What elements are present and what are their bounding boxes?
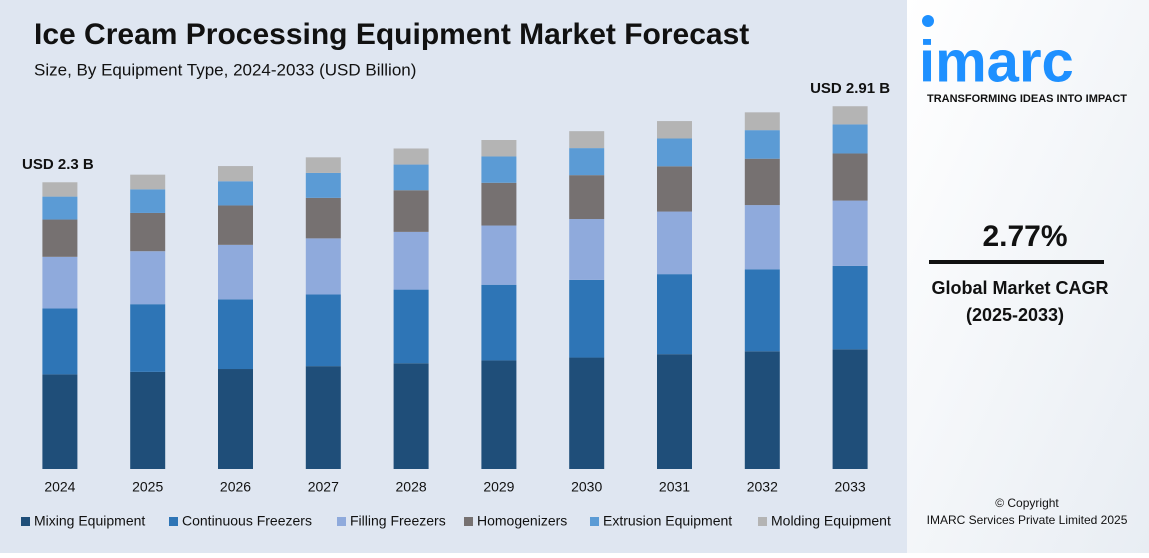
legend-swatch: [337, 517, 346, 526]
side-panel: [907, 0, 1149, 553]
cagr-period: (2025-2033): [966, 305, 1064, 325]
bar-segment: [569, 279, 605, 358]
chart-title: Ice Cream Processing Equipment Market Fo…: [34, 18, 749, 51]
bar-segment: [657, 121, 692, 139]
bar-segment: [744, 112, 780, 131]
legend-label: Extrusion Equipment: [603, 513, 732, 529]
x-tick-label: 2025: [132, 479, 163, 495]
logo-dot: [922, 15, 934, 27]
legend-swatch: [21, 517, 30, 526]
legend-label: Continuous Freezers: [182, 513, 312, 529]
x-tick-label: 2030: [571, 479, 602, 495]
bar-segment: [305, 172, 341, 198]
x-tick-label: 2031: [659, 479, 690, 495]
bar-segment: [42, 219, 78, 257]
bar-segment: [481, 182, 517, 226]
bar-segment: [832, 106, 868, 125]
bar-segment: [569, 175, 605, 220]
bar-segment: [481, 225, 517, 285]
x-tick-label: 2028: [396, 479, 427, 495]
bar-segment: [130, 251, 166, 305]
bar-segment: [42, 308, 78, 375]
legend-label: Filling Freezers: [350, 513, 446, 529]
chart-subtitle: Size, By Equipment Type, 2024-2033 (USD …: [34, 60, 416, 79]
bar-segment: [832, 349, 868, 469]
bar-segment: [393, 231, 429, 290]
bar-segment: [657, 138, 692, 167]
bar-segment: [218, 166, 253, 182]
legend-label: Mixing Equipment: [34, 513, 145, 529]
bar-segment: [832, 153, 868, 201]
bar-segment: [130, 212, 166, 252]
bar-segment: [481, 156, 517, 183]
bar-segment: [130, 174, 166, 190]
bar-segment: [657, 166, 692, 212]
bar-segment: [393, 148, 429, 165]
bar-segment: [657, 274, 692, 355]
bar-segment: [657, 354, 692, 469]
bar-segment: [393, 363, 429, 469]
bar-segment: [569, 148, 605, 176]
legend-label: Homogenizers: [477, 513, 567, 529]
legend-label: Molding Equipment: [771, 513, 891, 529]
bar-segment: [305, 238, 341, 295]
bar-segment: [832, 200, 868, 266]
bar-segment: [130, 189, 166, 213]
x-tick-label: 2029: [483, 479, 514, 495]
bar-segment: [218, 205, 253, 245]
bar-segment: [744, 205, 780, 270]
legend-swatch: [590, 517, 599, 526]
bar-segment: [393, 190, 429, 232]
x-tick-label: 2033: [835, 479, 866, 495]
cagr-value: 2.77%: [982, 220, 1067, 253]
bar-segment: [481, 360, 517, 469]
bar-segment: [744, 158, 780, 206]
bar-segment: [744, 269, 780, 352]
bar-segment: [42, 374, 78, 469]
bar-segment: [305, 157, 341, 173]
tagline: TRANSFORMING IDEAS INTO IMPACT: [927, 93, 1127, 105]
bar-segment: [832, 124, 868, 154]
bar-segment: [218, 299, 253, 370]
legend-swatch: [464, 517, 473, 526]
annotation: USD 2.91 B: [810, 80, 890, 97]
company: IMARC Services Private Limited 2025: [927, 513, 1128, 527]
bar-segment: [305, 366, 341, 469]
bar-segment: [305, 197, 341, 239]
x-tick-label: 2024: [44, 479, 75, 495]
bar-segment: [744, 351, 780, 469]
divider: [929, 260, 1104, 264]
bar-segment: [569, 219, 605, 280]
bar-segment: [744, 130, 780, 159]
bar-segment: [218, 244, 253, 300]
copyright: © Copyright: [995, 496, 1059, 510]
bar-segment: [42, 256, 78, 309]
legend-swatch: [169, 517, 178, 526]
cagr-label: Global Market CAGR: [931, 278, 1108, 298]
legend-swatch: [758, 517, 767, 526]
bar-segment: [832, 265, 868, 350]
bar-segment: [481, 140, 517, 157]
bar-segment: [393, 289, 429, 364]
bar-segment: [481, 284, 517, 361]
bar-segment: [218, 369, 253, 469]
bar-segment: [569, 357, 605, 469]
bar-segment: [130, 304, 166, 372]
bar-segment: [218, 181, 253, 206]
bar-segment: [42, 182, 78, 197]
bar-segment: [569, 131, 605, 149]
bar-segment: [393, 164, 429, 191]
x-tick-label: 2026: [220, 479, 251, 495]
x-tick-label: 2032: [747, 479, 778, 495]
annotation: USD 2.3 B: [22, 156, 94, 173]
bar-segment: [130, 371, 166, 469]
bar-segment: [42, 196, 78, 220]
x-tick-label: 2027: [308, 479, 339, 495]
logo: imarc: [919, 29, 1074, 94]
bar-segment: [305, 294, 341, 367]
bar-segment: [657, 211, 692, 275]
